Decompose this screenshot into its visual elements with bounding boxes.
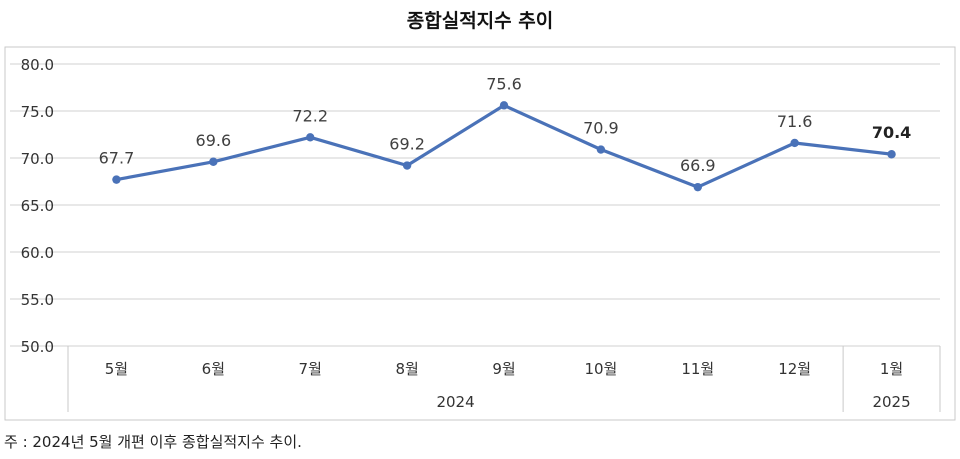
series-line (112, 101, 896, 192)
series-line-path (116, 103, 892, 189)
year-label: 2025 (872, 393, 910, 411)
y-tick-label: 65.0 (21, 197, 54, 215)
data-label: 67.7 (99, 149, 135, 168)
data-labels: 67.7 69.6 72.2 69.2 75.6 70.9 66.9 71.6 70.4 (99, 74, 912, 175)
data-point (306, 133, 315, 142)
data-point (790, 138, 799, 148)
y-tick-label: 70.0 (21, 150, 54, 168)
x-tick-label: 8월 (395, 360, 418, 378)
data-label: 70.9 (583, 119, 619, 138)
x-tick-label: 12월 (778, 360, 811, 378)
data-label: 72.2 (292, 106, 328, 125)
x-tick-label: 9월 (492, 360, 515, 378)
y-tick-label: 50.0 (21, 338, 54, 356)
data-label: 66.9 (680, 156, 716, 175)
data-point (499, 101, 509, 110)
y-tick-label: 55.0 (21, 291, 54, 309)
x-tick-label: 6월 (202, 360, 225, 378)
chart-title: 종합실적지수 추이 (406, 10, 554, 32)
data-label: 71.6 (777, 112, 813, 131)
data-point (112, 175, 121, 184)
chart-frame (4, 46, 956, 421)
x-tick-label: 11월 (681, 360, 714, 378)
data-point (693, 182, 702, 192)
data-point (209, 157, 218, 166)
x-tick-label: 5월 (105, 360, 128, 378)
data-point (887, 150, 896, 159)
data-point (402, 161, 412, 170)
x-tick-label: 1월 (880, 360, 903, 378)
y-tick-label: 75.0 (21, 103, 54, 121)
gridlines (10, 63, 940, 347)
y-tick-label: 80.0 (21, 56, 54, 74)
data-label: 69.2 (389, 135, 425, 154)
y-tick-label: 60.0 (21, 244, 54, 262)
y-axis-ticks: 80.0 75.0 70.0 65.0 60.0 55.0 50.0 (21, 56, 54, 356)
data-point (596, 145, 606, 154)
data-label: 70.4 (872, 123, 911, 142)
data-label: 75.6 (486, 74, 522, 93)
x-axis: 5월 6월 7월 8월 9월 10월 11월 12월 1월 2024 2025 (67, 346, 941, 412)
year-label: 2024 (436, 393, 474, 411)
data-label: 69.6 (196, 131, 232, 150)
x-tick-label: 10월 (584, 360, 617, 378)
x-tick-label: 7월 (299, 360, 322, 378)
line-chart: 80.0 75.0 70.0 65.0 60.0 55.0 50.0 5월 6월 7월 8월 9월 1… (4, 46, 956, 421)
footnote: 주 : 2024년 5월 개편 이후 종합실적지수 추이. (4, 433, 302, 451)
